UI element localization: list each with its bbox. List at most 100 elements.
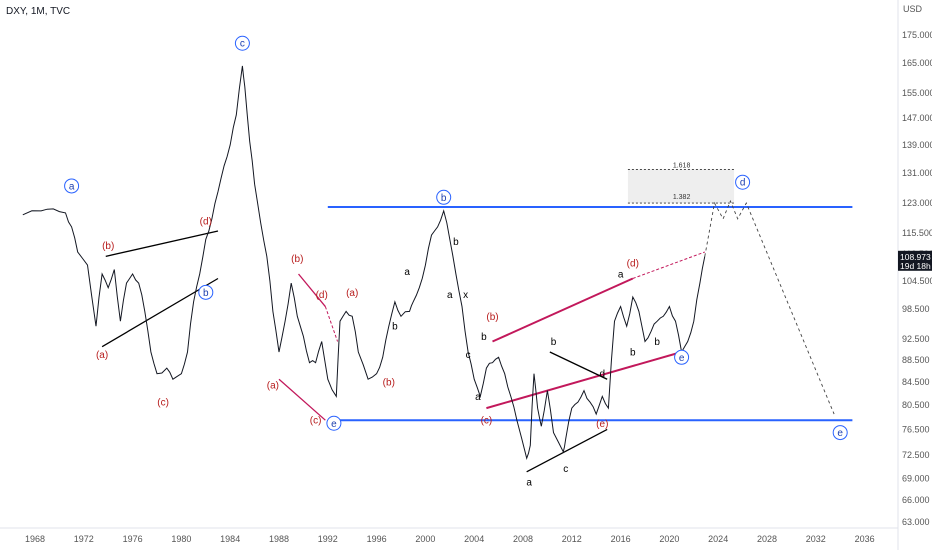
wave-label: a (447, 290, 453, 301)
triangle-upper-2 (549, 351, 608, 380)
time-tick-label: 1996 (367, 534, 387, 544)
wave-label: (a) (96, 350, 108, 361)
price-line (22, 65, 706, 461)
wave-label-circle (64, 178, 80, 194)
time-tick-label: 1980 (171, 534, 191, 544)
projection-path (704, 199, 835, 415)
wave-label: (c) (157, 398, 169, 409)
triangle-lower-1 (101, 277, 219, 348)
horizontal-levels (327, 205, 853, 422)
price-tick-label: 88.500 (902, 355, 930, 365)
wave-label: c (563, 464, 568, 475)
time-tick-label: 1984 (220, 534, 240, 544)
price-tag-bg (898, 250, 932, 271)
time-tick-label: 1972 (74, 534, 94, 544)
projection-line (704, 199, 835, 415)
time-tick-label: 2020 (659, 534, 679, 544)
price-tick-label: 69.000 (902, 474, 930, 484)
wave-label: a (475, 392, 481, 403)
wave-label-circle (234, 35, 250, 51)
wave-label-circle (436, 189, 452, 205)
fib-label: 1.382 (673, 194, 691, 201)
wave-label: (e) (596, 419, 608, 430)
fib-zone-box: 1.618 1.382 (627, 162, 735, 204)
time-tick-label: 2012 (562, 534, 582, 544)
wave-label: c (240, 39, 245, 50)
time-tick-label: 2000 (415, 534, 435, 544)
price-tick-label: 72.500 (902, 450, 930, 460)
time-tick-label: 2004 (464, 534, 484, 544)
price-series (22, 65, 706, 461)
time-tick-label: 2032 (806, 534, 826, 544)
fib-label: 1.618 (673, 162, 691, 169)
price-tick-label: 147.000 (902, 113, 932, 123)
price-tick-label: 80.500 (902, 400, 930, 410)
fib-box (627, 169, 735, 204)
wave-label: e (331, 419, 337, 430)
channel-upper (492, 277, 634, 343)
time-tick-label: 1968 (25, 534, 45, 544)
time-tick-label: 1988 (269, 534, 289, 544)
price-tick-label: 104.500 (902, 276, 932, 286)
wave-label-circle (326, 415, 342, 431)
trend-channels (101, 230, 705, 473)
chart-symbol-title: DXY, 1M, TVC (6, 6, 71, 17)
wave-label: b (203, 288, 209, 299)
wave-label: (b) (291, 254, 303, 265)
price-tick-label: 165.000 (902, 58, 932, 68)
price-tick-label: 115.500 (902, 228, 932, 238)
price-tick-label: 76.500 (902, 424, 930, 434)
price-axis[interactable]: USD 175.000 165.000 155.000 147.000 139.000 13… (897, 0, 932, 550)
wave-label: a (526, 478, 532, 489)
time-tick-label: 1992 (318, 534, 338, 544)
time-tick-label: 2028 (757, 534, 777, 544)
price-tick-label: 92.500 (902, 334, 930, 344)
wave-label: (c) (310, 416, 322, 427)
triangle-upper-1 (105, 230, 219, 257)
current-price-label: 108.973 (900, 252, 931, 262)
channel-upper-dash (632, 251, 705, 279)
wave-label: b (551, 337, 557, 348)
wave-label-circle (832, 425, 848, 441)
price-tick-label: 139.000 (902, 140, 932, 150)
wave-label: a (618, 269, 624, 280)
wave-label: (c) (481, 416, 493, 427)
price-tick-label: 84.500 (902, 377, 930, 387)
wave-label: b (654, 337, 660, 348)
wave-label-circle (735, 174, 751, 190)
price-tick-label: 131.000 (902, 168, 932, 178)
wave-label-circle (198, 284, 214, 300)
wave-label: c (466, 350, 471, 361)
wave-label: (d) (200, 216, 212, 227)
wave-label: (a) (346, 288, 358, 299)
wave-label: b (392, 322, 398, 333)
channel-lower (486, 351, 682, 410)
wave-label: a (404, 267, 410, 278)
wave-label: (d) (316, 290, 328, 301)
wave-label: e (837, 428, 843, 439)
wave-label: (b) (383, 378, 395, 389)
price-tick-label: 175.000 (902, 30, 932, 40)
wave-label-circle (674, 349, 690, 365)
wave-label: b (630, 347, 636, 358)
time-tick-label: 2008 (513, 534, 533, 544)
wave-label: a (69, 181, 75, 192)
price-tick-label: 155.000 (902, 88, 932, 98)
time-tick-label: 2016 (611, 534, 631, 544)
wave-label: b (453, 237, 459, 248)
price-tick-label: 98.500 (902, 304, 930, 314)
wedge-dash (324, 306, 339, 342)
wave-label: d (600, 369, 606, 380)
wave-label: x (463, 290, 468, 301)
price-tick-label: 63.000 (902, 517, 930, 527)
time-axis[interactable]: 1968 1972 1976 1980 1984 1988 1992 1996 2000 2004… (0, 527, 898, 544)
wave-label: b (441, 193, 447, 204)
wedge-upper (298, 273, 326, 307)
time-tick-label: 1976 (123, 534, 143, 544)
price-tick-label: 66.000 (902, 495, 930, 505)
countdown-label: 19d 18h (900, 261, 931, 271)
triangle-lower-2 (526, 428, 608, 473)
wave-label: (b) (102, 241, 114, 252)
wave-label: (a) (267, 380, 279, 391)
